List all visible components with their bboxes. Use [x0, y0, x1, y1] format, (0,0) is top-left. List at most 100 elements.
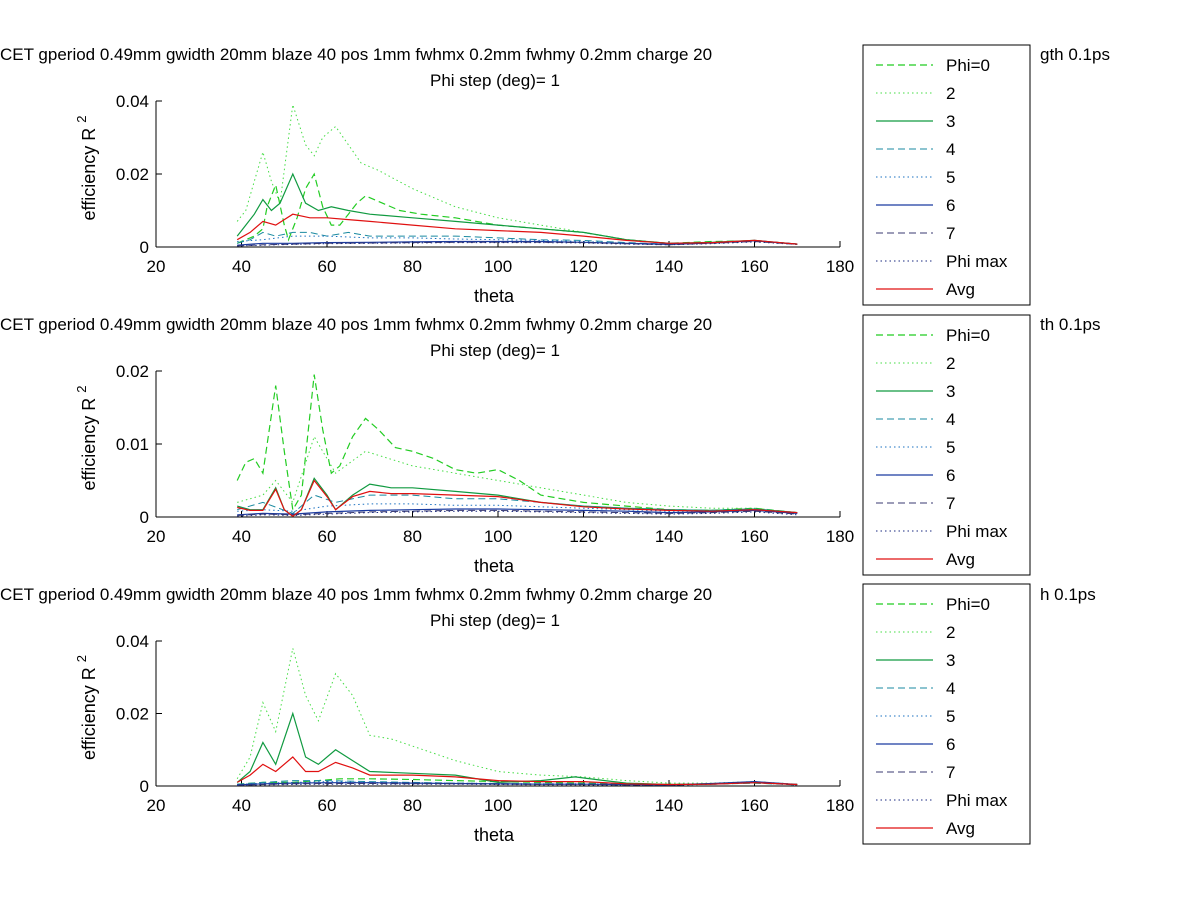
y-axis-label-text: efficiency R [79, 123, 99, 221]
legend-label: 6 [946, 466, 955, 485]
chart-title-tail: th 0.1ps [1040, 315, 1101, 334]
chart-title: CET gperiod 0.49mm gwidth 20mm blaze 40 … [0, 45, 712, 64]
series-line-5 [237, 503, 798, 514]
chart-title-tail: h 0.1ps [1040, 585, 1096, 604]
legend-label: 2 [946, 84, 955, 103]
y-axis-label: efficiency R 2 [74, 116, 99, 221]
x-tick-label: 20 [147, 527, 166, 546]
legend: Phi=0 2 3 4 5 6 7 Phi max Avg [862, 44, 1031, 306]
y-tick-label: 0 [140, 777, 149, 796]
legend-label: Avg [946, 280, 975, 299]
legend-label: Avg [946, 819, 975, 838]
legend-label: Phi=0 [946, 56, 990, 75]
series-line-7 [237, 509, 798, 516]
series-line-avg [236, 756, 798, 786]
x-tick-label: 120 [569, 527, 597, 546]
y-tick-label: 0 [140, 508, 149, 527]
legend-box [862, 583, 1031, 845]
legend-label: 5 [946, 168, 955, 187]
y-tick-label: 0.02 [116, 165, 149, 184]
series-line-phi-0 [236, 374, 798, 514]
legend-label: 3 [946, 382, 955, 401]
y-tick-label: 0.04 [116, 92, 149, 111]
chart-title: CET gperiod 0.49mm gwidth 20mm blaze 40 … [0, 315, 712, 334]
x-tick-label: 40 [232, 257, 251, 276]
y-tick-label: 0.04 [116, 632, 149, 651]
x-tick-label: 140 [655, 796, 683, 815]
x-tick-label: 160 [740, 527, 768, 546]
legend-label: 7 [946, 224, 955, 243]
series-line-5 [237, 235, 798, 245]
y-tick-label: 0.02 [116, 362, 149, 381]
legend-label: 6 [946, 196, 955, 215]
x-tick-label: 120 [569, 796, 597, 815]
legend-label: 4 [946, 679, 955, 698]
legend-label: 2 [946, 623, 955, 642]
y-tick-label: 0 [140, 238, 149, 257]
legend-box [862, 314, 1031, 576]
legend-label: Phi=0 [946, 595, 990, 614]
x-tick-label: 160 [740, 257, 768, 276]
y-axis-label-superscript: 2 [74, 655, 89, 662]
series-line-7 [237, 240, 798, 247]
x-tick-label: 180 [826, 527, 854, 546]
y-tick-label: 0.01 [116, 435, 149, 454]
x-tick-label: 100 [484, 796, 512, 815]
legend-label: 3 [946, 651, 955, 670]
chart-subtitle: Phi step (deg)= 1 [430, 71, 560, 90]
x-tick-label: 60 [318, 527, 337, 546]
legend-label: 5 [946, 707, 955, 726]
series-line-4 [237, 780, 798, 786]
x-tick-label: 40 [232, 527, 251, 546]
legend-label: 4 [946, 140, 955, 159]
legend: Phi=0 2 3 4 5 6 7 Phi max Avg [862, 583, 1031, 845]
series-line-6 [237, 508, 798, 516]
chart-subtitle: Phi step (deg)= 1 [430, 341, 560, 360]
chart-title: CET gperiod 0.49mm gwidth 20mm blaze 40 … [0, 585, 712, 604]
series-line-7 [237, 781, 798, 786]
legend: Phi=0 2 3 4 5 6 7 Phi max Avg [862, 314, 1031, 576]
x-tick-label: 140 [655, 257, 683, 276]
legend-label: 7 [946, 763, 955, 782]
chart-title-tail: gth 0.1ps [1040, 45, 1110, 64]
x-axis-label: theta [474, 825, 515, 845]
legend-label: 2 [946, 354, 955, 373]
legend-box [862, 44, 1031, 306]
legend-label: 7 [946, 494, 955, 513]
x-tick-label: 80 [403, 796, 422, 815]
subplot-1: 20 40 60 80 100 120 140 160 180 0 0.02 0.04 theta eff… [0, 44, 1110, 306]
legend-label: Phi max [946, 522, 1008, 541]
legend-label: 3 [946, 112, 955, 131]
series-line-4 [237, 231, 798, 245]
series-line-phi-max [237, 241, 798, 247]
x-tick-label: 160 [740, 796, 768, 815]
series-line-phi-max [237, 510, 798, 517]
y-tick-label: 0.02 [116, 705, 149, 724]
x-tick-label: 140 [655, 527, 683, 546]
y-axis-label: efficiency R 2 [74, 655, 99, 760]
x-tick-label: 20 [147, 796, 166, 815]
x-tick-label: 60 [318, 796, 337, 815]
series-line-avg [236, 213, 798, 245]
y-axis-label-text: efficiency R [79, 662, 99, 760]
x-tick-label: 40 [232, 796, 251, 815]
legend-label: 4 [946, 410, 955, 429]
legend-label: 5 [946, 438, 955, 457]
x-tick-label: 60 [318, 257, 337, 276]
x-tick-label: 180 [826, 796, 854, 815]
legend-label: Phi max [946, 791, 1008, 810]
y-axis-label-text: efficiency R [79, 393, 99, 491]
y-axis-label-superscript: 2 [74, 116, 89, 123]
legend-label: Phi=0 [946, 326, 990, 345]
y-axis-label: efficiency R 2 [74, 386, 99, 491]
subplot-3: 20 40 60 80 100 120 140 160 180 0 0.02 0.04 theta eff… [0, 583, 1096, 845]
x-tick-label: 20 [147, 257, 166, 276]
x-tick-label: 120 [569, 257, 597, 276]
series-line-6 [237, 240, 798, 246]
x-axis-label: theta [474, 556, 515, 576]
x-tick-label: 180 [826, 257, 854, 276]
x-axis-label: theta [474, 286, 515, 306]
chart-subtitle: Phi step (deg)= 1 [430, 611, 560, 630]
y-axis-label-superscript: 2 [74, 386, 89, 393]
